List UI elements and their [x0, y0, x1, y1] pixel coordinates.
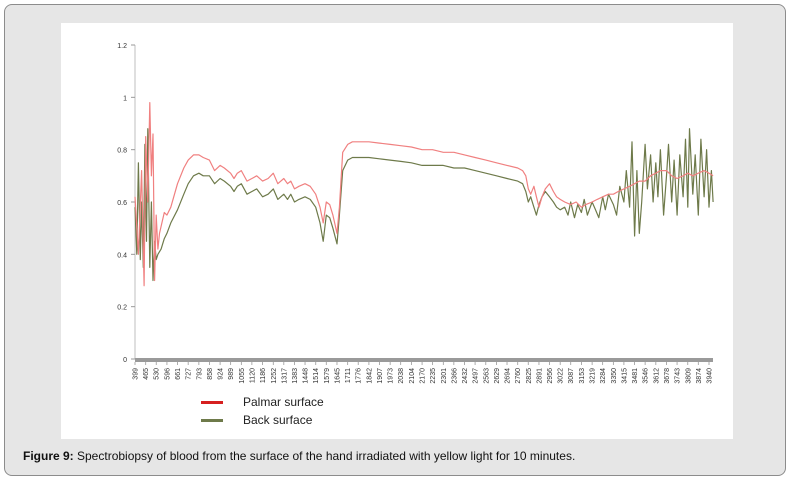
- x-tick-label: 2760: [515, 368, 522, 384]
- series-line-palmar: [134, 101, 714, 287]
- x-tick-label: 596: [164, 368, 171, 380]
- x-tick-label: 2235: [430, 368, 437, 384]
- x-tick-label: 727: [186, 368, 193, 380]
- x-tick-label: 2366: [451, 368, 458, 384]
- x-tick-label: 858: [207, 368, 214, 380]
- x-tick-label: 1252: [271, 368, 278, 384]
- x-tick-label: 530: [154, 368, 161, 380]
- x-tick-label: 2629: [494, 368, 501, 384]
- x-tick-label: 399: [133, 368, 140, 380]
- x-tick-label: 1120: [249, 368, 256, 383]
- legend-swatch-palmar: [201, 401, 223, 404]
- line-chart: 0 0.2 0.4 0.6 0.8 1 1.2 399 465 530 596 661 727 793 85…: [117, 43, 714, 384]
- x-tick-label: 3940: [707, 368, 714, 384]
- x-tick-label: 3546: [643, 368, 650, 384]
- y-tick-label: 0.4: [117, 252, 127, 259]
- x-tick-label: 2038: [398, 368, 405, 384]
- x-tick-label: 2432: [462, 368, 469, 384]
- x-tick-label: 1383: [292, 368, 299, 384]
- x-tick-label: 3284: [600, 368, 607, 384]
- x-tick-label: 1186: [260, 368, 267, 383]
- x-tick-label: 1842: [366, 368, 373, 384]
- x-tick-label: 989: [228, 368, 235, 380]
- x-tick-label: 1907: [377, 368, 384, 384]
- y-tick-label: 0.8: [117, 148, 127, 155]
- x-tick-label: 3612: [653, 368, 660, 384]
- x-tick-label: 2497: [473, 368, 480, 384]
- series-line-back: [134, 128, 714, 282]
- y-tick-label: 1: [123, 95, 127, 102]
- x-axis-line: [135, 358, 713, 362]
- x-tick-label: 1055: [239, 368, 246, 384]
- x-tick-label: 3153: [579, 368, 586, 384]
- x-tick-label: 2825: [526, 368, 533, 384]
- x-tick-label: 2170: [420, 368, 427, 384]
- x-tick-label: 2301: [441, 368, 448, 384]
- x-tick-label: 924: [218, 368, 225, 380]
- legend-swatch-back: [201, 419, 223, 422]
- x-tick-label: 1973: [388, 368, 395, 384]
- x-tick-label: 3350: [611, 368, 618, 384]
- x-tick-label: 3087: [568, 368, 575, 384]
- x-tick-label: 3743: [675, 368, 682, 384]
- x-tick-label: 1317: [281, 368, 288, 384]
- caption-text: Spectrobiopsy of blood from the surface …: [73, 449, 576, 463]
- x-tick-label: 1645: [334, 368, 341, 384]
- x-tick-label: 2563: [483, 368, 490, 384]
- y-tick-label: 0: [123, 357, 127, 364]
- figure-frame: 0 0.2 0.4 0.6 0.8 1 1.2 399 465 530 596 661 727 793 85…: [4, 4, 786, 476]
- x-tick-label: 3678: [664, 368, 671, 384]
- figure-caption: Figure 9: Spectrobiopsy of blood from th…: [23, 449, 575, 463]
- x-tick-label: 1448: [303, 368, 310, 384]
- x-tick-label: 3481: [632, 368, 639, 384]
- legend-label-back: Back surface: [243, 413, 313, 427]
- x-tick-label: 465: [143, 368, 150, 380]
- x-tick-label: 1776: [356, 368, 363, 384]
- x-tick-label: 793: [196, 368, 203, 380]
- x-tick-label: 2104: [409, 368, 416, 384]
- x-tick-label: 3415: [621, 368, 628, 384]
- chart-area: 0 0.2 0.4 0.6 0.8 1 1.2 399 465 530 596 661 727 793 85…: [61, 23, 733, 439]
- x-tick-label: 3809: [685, 368, 692, 384]
- x-tick-label: 661: [175, 368, 182, 380]
- x-tick-label: 3874: [696, 368, 703, 384]
- caption-label: Figure 9:: [23, 449, 74, 463]
- x-tick-label: 1579: [324, 368, 331, 384]
- x-tick-label: 2956: [547, 368, 554, 384]
- x-tick-label: 3022: [558, 368, 565, 384]
- x-tick-label: 2891: [536, 368, 543, 384]
- x-tick-label: 2694: [505, 368, 512, 384]
- x-tick-label: 1711: [345, 368, 352, 383]
- y-tick-label: 0.6: [117, 200, 127, 207]
- y-tick-label: 1.2: [117, 43, 127, 50]
- y-tick-label: 0.2: [117, 305, 127, 312]
- x-tick-label: 1514: [313, 368, 320, 384]
- x-tick-label: 3219: [590, 368, 597, 384]
- legend-label-palmar: Palmar surface: [243, 395, 324, 409]
